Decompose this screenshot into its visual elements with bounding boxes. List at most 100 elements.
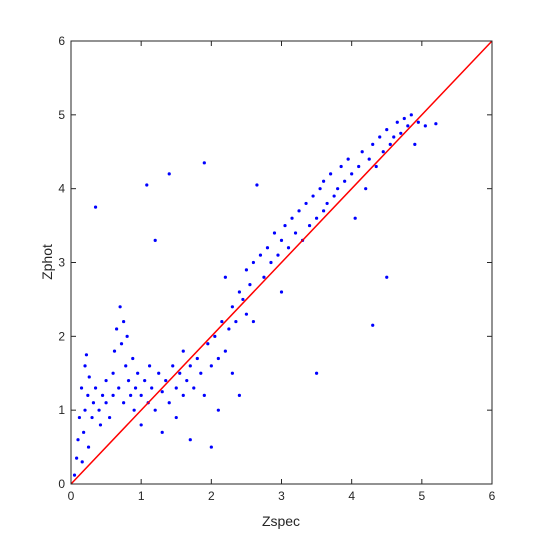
data-point: [244, 312, 249, 316]
data-point: [87, 375, 91, 379]
data-point: [75, 456, 79, 460]
data-point: [157, 371, 161, 375]
data-point: [72, 473, 77, 477]
data-point: [265, 246, 270, 250]
data-point: [402, 116, 406, 121]
data-point: [118, 305, 122, 309]
data-point: [147, 364, 152, 368]
data-point: [164, 379, 168, 383]
data-point: [153, 238, 157, 242]
data-point: [112, 349, 117, 353]
data-point: [234, 319, 238, 324]
data-point: [413, 142, 417, 146]
data-point: [104, 379, 108, 383]
data-point: [343, 179, 347, 183]
y-tick-label: 1: [58, 403, 65, 417]
data-point: [381, 150, 385, 154]
data-point: [209, 445, 213, 449]
data-point: [143, 379, 147, 383]
data-point: [202, 393, 206, 397]
y-tick-label: 0: [58, 477, 65, 491]
x-tick-label: 0: [68, 489, 75, 503]
data-point: [322, 179, 326, 183]
data-point: [388, 142, 392, 146]
data-point: [399, 131, 403, 135]
data-point: [357, 164, 361, 169]
data-point: [283, 223, 287, 228]
data-point: [86, 445, 91, 449]
y-tick-label: 5: [58, 108, 65, 122]
data-point: [111, 371, 115, 375]
data-point: [318, 187, 322, 191]
data-point: [367, 157, 371, 161]
y-tick-label: 3: [58, 256, 65, 270]
data-point: [216, 408, 220, 412]
data-point: [125, 334, 129, 338]
x-tick-label: 3: [278, 489, 285, 503]
data-point: [279, 290, 284, 294]
data-point: [416, 120, 420, 124]
data-point: [181, 349, 185, 353]
data-point: [139, 423, 143, 427]
data-point: [350, 172, 354, 176]
data-point: [251, 260, 256, 265]
data-point: [93, 205, 98, 209]
data-point: [336, 187, 340, 191]
data-point: [364, 187, 368, 191]
data-point: [195, 356, 199, 361]
y-tick-label: 4: [58, 182, 65, 196]
data-point: [80, 460, 84, 464]
data-point: [131, 356, 135, 361]
data-point: [385, 128, 389, 132]
data-point: [423, 124, 427, 128]
data-point: [378, 135, 382, 139]
data-point: [290, 216, 294, 220]
data-point: [90, 415, 94, 420]
data-point: [98, 423, 103, 427]
y-axis-title: Zphot: [39, 244, 55, 280]
data-point: [353, 216, 357, 220]
data-point: [79, 386, 84, 390]
data-point: [119, 342, 124, 346]
y-tick-label: 2: [58, 329, 65, 343]
data-point: [230, 305, 234, 309]
x-tick-label: 4: [348, 489, 355, 503]
data-point: [202, 161, 206, 165]
data-point: [209, 364, 213, 368]
x-tick-label: 6: [489, 489, 496, 503]
data-point: [84, 353, 89, 357]
data-point: [223, 349, 227, 353]
data-point: [360, 150, 364, 154]
data-point: [322, 209, 326, 213]
data-point: [97, 408, 101, 412]
data-point: [307, 223, 312, 228]
data-point: [311, 194, 315, 198]
data-point: [100, 393, 105, 397]
data-point: [178, 371, 182, 375]
reference-line: [70, 40, 493, 485]
data-point: [111, 393, 115, 397]
data-point: [279, 238, 284, 242]
data-point: [230, 371, 234, 375]
data-point: [434, 122, 438, 126]
data-point: [126, 379, 131, 383]
data-point: [286, 246, 291, 250]
data-point: [107, 415, 112, 420]
data-point: [406, 124, 410, 128]
data-point: [199, 371, 203, 375]
data-point: [244, 268, 249, 272]
data-point: [171, 364, 175, 368]
data-point: [314, 371, 319, 375]
data-point: [150, 386, 154, 390]
data-point: [83, 408, 87, 412]
data-point: [77, 415, 82, 420]
data-point: [258, 253, 263, 257]
data-point: [409, 113, 413, 117]
data-point: [117, 386, 121, 390]
data-point: [93, 386, 98, 390]
data-point: [269, 260, 273, 265]
data-point: [385, 275, 389, 279]
data-point: [293, 231, 298, 235]
data-point: [297, 209, 301, 213]
